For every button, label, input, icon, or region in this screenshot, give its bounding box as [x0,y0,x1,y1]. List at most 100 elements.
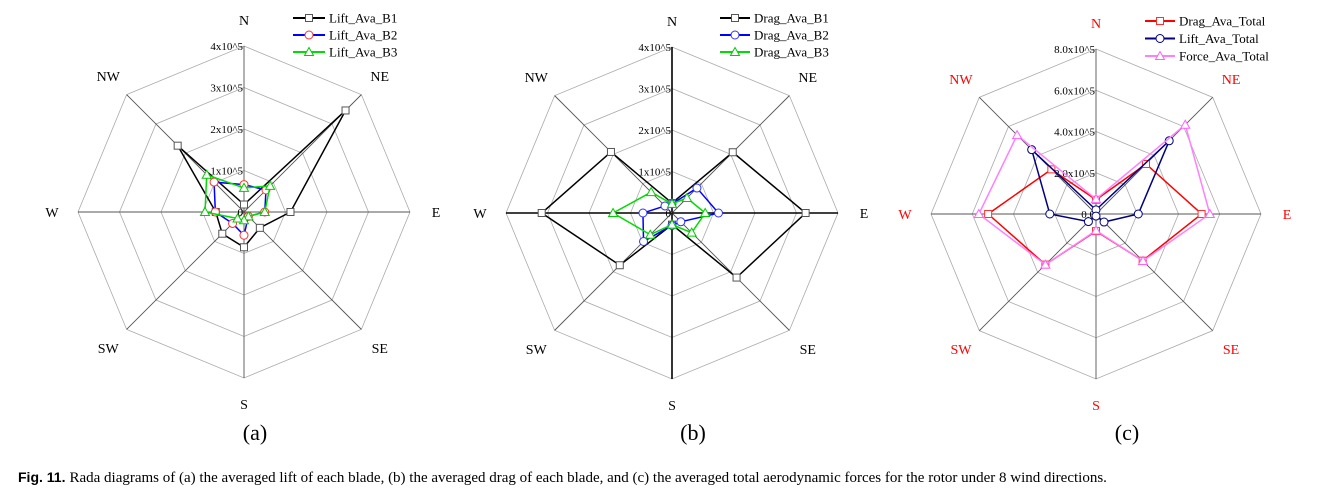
direction-label-e: E [860,207,869,222]
data-point-e [1133,209,1143,219]
tick-label: 2x10^5 [638,125,671,137]
data-point-e [259,206,271,216]
panel-label-b: (b) [680,420,706,445]
direction-label-s: S [668,399,676,414]
data-point-se [732,273,741,282]
panel-label-a: (a) [242,420,268,445]
data-point-s [240,243,248,252]
legend-label: Lift_Ava_Total [1179,31,1259,46]
direction-label-sw: SW [526,343,548,358]
legend-item: Drag_Ava_B3 [720,45,829,60]
axis-spoke-se [1095,213,1213,331]
figure: N NE E SE S SW W NW 0 1x10^5 2x10^5 3x10^5 4x10^5 Lif… [45,11,1291,415]
axis-spoke-sw [979,213,1097,331]
data-point-w [537,209,546,217]
data-point-s [1091,211,1101,221]
direction-label-w: W [898,208,912,223]
data-point-nw [1047,165,1056,174]
legend-item: Drag_Ava_Total [1145,14,1266,29]
legend-label: Drag_Ava_B3 [754,45,829,60]
data-point-n [240,200,248,209]
data-point-nw [209,177,219,187]
data-point-w [199,206,211,216]
legend-item: Lift_Ava_B1 [293,11,397,26]
data-point-se [243,210,254,221]
data-point-e [713,208,723,218]
series-force-ava-total [973,119,1216,269]
data-point-se [686,227,698,237]
legend-marker [1156,17,1164,25]
caption-fig-label: Fig. 11. [18,469,66,485]
tick-label: 2x10^5 [210,124,243,136]
data-point-sw [615,261,624,270]
data-point-ne [264,180,276,190]
data-point-se [1099,217,1109,227]
radar-chart-c: N NE E SE S SW W NW 0.0 2.0x10^5 4.0x10^5 6.0x10^5 8… [898,14,1291,415]
data-point-w [973,208,985,218]
series-lift-ava-b3 [199,169,276,225]
data-point-s [239,230,249,240]
legend-label: Lift_Ava_B2 [329,28,397,43]
figure-caption: Fig. 11. Rada diagrams of (a) the average… [18,469,1107,487]
tick-label: 4x10^5 [210,41,243,53]
data-point-n [666,198,678,208]
legend-marker [1154,50,1166,60]
data-point-sw [1040,259,1051,269]
radar-chart-b: N NE E SE S SW W NW 0 1x10^5 2x10^5 3x10^5 4x10^5 Dra… [473,11,868,415]
tick-label: 4x10^5 [638,42,671,54]
direction-label-ne: NE [798,71,817,86]
legend-label: Drag_Ava_B1 [754,11,829,26]
legend-item: Drag_Ava_B1 [720,11,829,26]
direction-label-sw: SW [98,342,120,357]
direction-label-nw: NW [525,71,549,86]
data-point-e [699,207,711,217]
tick-label: 0 [238,207,244,219]
legend-label: Force_Ava_Total [1179,49,1269,64]
tick-label: 0 [666,208,672,220]
legend-marker [730,30,740,40]
tick-label: 3x10^5 [210,83,243,95]
legend-item: Lift_Ava_B3 [293,45,397,60]
data-point-nw [201,169,213,179]
data-point-ne [681,192,693,203]
direction-label-se: SE [800,343,816,358]
data-point-nw [173,141,182,150]
data-point-nw [1011,129,1023,140]
direction-label-e: E [432,206,441,221]
direction-label-n: N [667,15,677,30]
radar-chart-a: N NE E SE S SW W NW 0 1x10^5 2x10^5 3x10^5 4x10^5 Lif… [45,11,440,414]
data-point-e [286,208,295,216]
tick-label: 1x10^5 [210,166,243,178]
direction-label-nw: NW [97,70,121,85]
data-point-e [801,209,810,217]
data-point-ne [1142,159,1151,168]
tick-label: 6.0x10^5 [1054,85,1095,97]
data-point-e [1197,210,1206,218]
tick-label: 0.0 [1081,209,1095,221]
direction-label-sw: SW [950,343,972,358]
data-point-ne [692,183,702,193]
direction-label-se: SE [372,342,388,357]
data-point-n [238,182,250,192]
series-lift-ava-total [1027,136,1174,227]
data-point-sw [639,236,649,246]
data-point-ne [341,106,350,115]
data-point-se [255,223,264,232]
data-point-se [1137,255,1149,265]
panel-label-c: (c) [1114,420,1140,445]
direction-label-ne: NE [1222,73,1241,88]
legend-item: Lift_Ava_Total [1145,31,1259,46]
data-point-e [1204,208,1216,218]
data-point-w [607,207,619,217]
series-line [977,123,1211,266]
data-point-nw [645,186,657,197]
data-point-se [676,217,686,227]
direction-label-w: W [45,206,59,221]
legend-marker [729,46,741,56]
tick-label: 2.0x10^5 [1054,168,1095,180]
legend-marker [304,30,314,40]
legend-item: Lift_Ava_B2 [293,28,397,43]
data-point-w [984,210,993,218]
legend-marker [303,46,315,56]
series-lift-ava-b1 [173,106,350,252]
